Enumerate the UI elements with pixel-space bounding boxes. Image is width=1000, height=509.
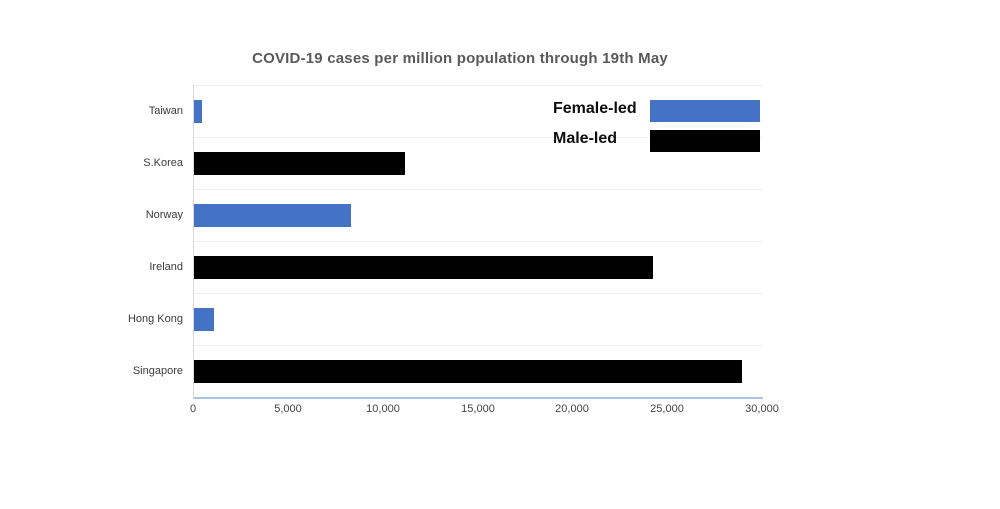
category-label-taiwan: Taiwan	[148, 105, 183, 117]
x-tick-label: 20,000	[555, 403, 589, 415]
category-label-singapore: Singapore	[132, 365, 183, 377]
bar-norway	[194, 204, 351, 227]
bar-taiwan	[194, 100, 202, 123]
chart-title: COVID-19 cases per million population th…	[252, 50, 668, 67]
legend-swatch-female-led	[650, 100, 760, 122]
x-tick-label: 25,000	[650, 403, 684, 415]
bar-singapore	[194, 360, 742, 383]
x-tick-label: 10,000	[366, 403, 400, 415]
x-tick-label: 0	[189, 403, 197, 415]
bar-s-korea	[194, 152, 405, 175]
category-label-norway: Norway	[145, 209, 183, 221]
x-tick-label: 30,000	[745, 403, 779, 415]
gridline	[194, 293, 763, 294]
legend-swatch-male-led	[650, 130, 760, 152]
x-tick-label: 15,000	[461, 403, 495, 415]
x-tick-label: 5,000	[274, 403, 302, 415]
bar-ireland	[194, 256, 653, 279]
gridline	[194, 137, 763, 138]
category-label-s-korea: S.Korea	[143, 157, 183, 169]
plot-area	[193, 85, 763, 399]
legend-label-female-led: Female-led	[553, 100, 637, 117]
legend-label-male-led: Male-led	[553, 130, 618, 147]
gridline	[194, 345, 763, 346]
category-label-ireland: Ireland	[149, 261, 183, 273]
legend-entry-female-led: Female-led	[553, 100, 760, 122]
gridline	[194, 85, 763, 86]
legend-entry-male-led: Male-led	[553, 130, 760, 152]
bar-hong-kong	[194, 308, 214, 331]
category-label-hong-kong: Hong Kong	[127, 313, 183, 325]
gridline	[194, 189, 763, 190]
gridline	[194, 241, 763, 242]
